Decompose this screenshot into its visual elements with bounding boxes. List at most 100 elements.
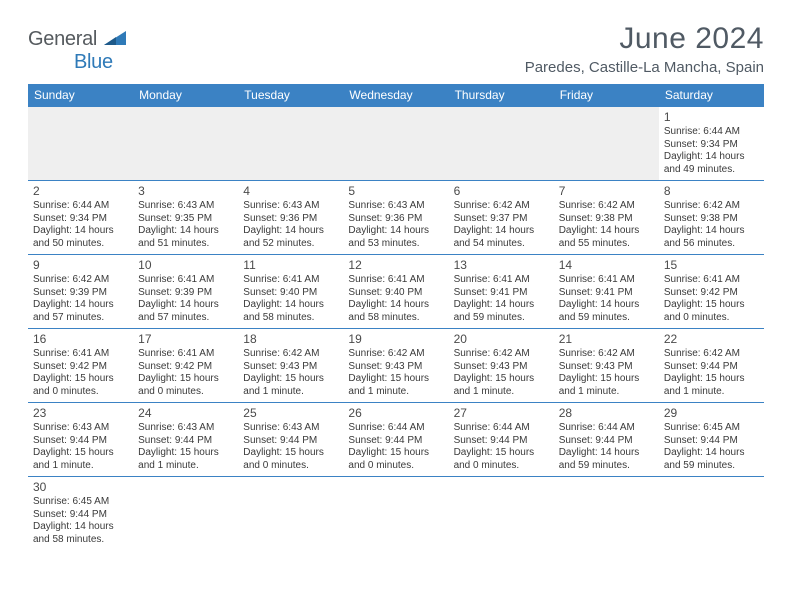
- sunset-text: Sunset: 9:36 PM: [243, 213, 338, 226]
- brand-logo: General Blue: [28, 28, 126, 74]
- calendar-day-cell: 30Sunrise: 6:45 AMSunset: 9:44 PMDayligh…: [28, 477, 133, 551]
- calendar-day-cell: 10Sunrise: 6:41 AMSunset: 9:39 PMDayligh…: [133, 255, 238, 329]
- sunrise-text: Sunrise: 6:44 AM: [559, 422, 654, 435]
- calendar-empty-cell: [133, 477, 238, 551]
- calendar-empty-cell: [343, 107, 448, 181]
- triangle-icon: [104, 31, 126, 45]
- daylight-text: Daylight: 14 hours and 51 minutes.: [138, 225, 233, 250]
- sunrise-text: Sunrise: 6:43 AM: [348, 200, 443, 213]
- day-number: 8: [664, 184, 759, 199]
- sunset-text: Sunset: 9:41 PM: [454, 287, 549, 300]
- sunset-text: Sunset: 9:43 PM: [243, 361, 338, 374]
- sunrise-text: Sunrise: 6:44 AM: [454, 422, 549, 435]
- sunrise-text: Sunrise: 6:44 AM: [33, 200, 128, 213]
- day-number: 6: [454, 184, 549, 199]
- sunset-text: Sunset: 9:44 PM: [243, 435, 338, 448]
- calendar-empty-cell: [28, 107, 133, 181]
- calendar-day-cell: 5Sunrise: 6:43 AMSunset: 9:36 PMDaylight…: [343, 181, 448, 255]
- calendar-header-row: Sunday Monday Tuesday Wednesday Thursday…: [28, 84, 764, 107]
- day-number: 5: [348, 184, 443, 199]
- calendar-day-cell: 6Sunrise: 6:42 AMSunset: 9:37 PMDaylight…: [449, 181, 554, 255]
- calendar-day-cell: 29Sunrise: 6:45 AMSunset: 9:44 PMDayligh…: [659, 403, 764, 477]
- sunrise-text: Sunrise: 6:42 AM: [33, 274, 128, 287]
- daylight-text: Daylight: 14 hours and 55 minutes.: [559, 225, 654, 250]
- day-number: 19: [348, 332, 443, 347]
- brand-text-2: Blue: [74, 51, 113, 73]
- sunrise-text: Sunrise: 6:44 AM: [664, 126, 759, 139]
- sunrise-text: Sunrise: 6:43 AM: [243, 422, 338, 435]
- calendar-empty-cell: [449, 477, 554, 551]
- calendar-day-cell: 17Sunrise: 6:41 AMSunset: 9:42 PMDayligh…: [133, 329, 238, 403]
- calendar-day-cell: 8Sunrise: 6:42 AMSunset: 9:38 PMDaylight…: [659, 181, 764, 255]
- calendar-empty-cell: [554, 477, 659, 551]
- daylight-text: Daylight: 14 hours and 49 minutes.: [664, 151, 759, 176]
- daylight-text: Daylight: 14 hours and 58 minutes.: [33, 521, 128, 546]
- day-number: 18: [243, 332, 338, 347]
- sunset-text: Sunset: 9:37 PM: [454, 213, 549, 226]
- daylight-text: Daylight: 15 hours and 1 minute.: [33, 447, 128, 472]
- calendar-day-cell: 12Sunrise: 6:41 AMSunset: 9:40 PMDayligh…: [343, 255, 448, 329]
- daylight-text: Daylight: 14 hours and 58 minutes.: [348, 299, 443, 324]
- sunrise-text: Sunrise: 6:41 AM: [138, 348, 233, 361]
- brand-text-1: General: [28, 28, 97, 50]
- calendar-empty-cell: [133, 107, 238, 181]
- day-number: 1: [664, 110, 759, 125]
- day-number: 25: [243, 406, 338, 421]
- calendar-empty-cell: [343, 477, 448, 551]
- sunrise-text: Sunrise: 6:41 AM: [33, 348, 128, 361]
- sunset-text: Sunset: 9:39 PM: [33, 287, 128, 300]
- sunset-text: Sunset: 9:44 PM: [33, 435, 128, 448]
- day-number: 3: [138, 184, 233, 199]
- sunrise-text: Sunrise: 6:42 AM: [664, 348, 759, 361]
- sunset-text: Sunset: 9:44 PM: [664, 361, 759, 374]
- calendar-week-row: 9Sunrise: 6:42 AMSunset: 9:39 PMDaylight…: [28, 255, 764, 329]
- calendar-day-cell: 15Sunrise: 6:41 AMSunset: 9:42 PMDayligh…: [659, 255, 764, 329]
- day-number: 11: [243, 258, 338, 273]
- sunset-text: Sunset: 9:40 PM: [243, 287, 338, 300]
- daylight-text: Daylight: 14 hours and 52 minutes.: [243, 225, 338, 250]
- sunset-text: Sunset: 9:44 PM: [33, 509, 128, 522]
- day-number: 16: [33, 332, 128, 347]
- day-number: 17: [138, 332, 233, 347]
- day-number: 12: [348, 258, 443, 273]
- sunset-text: Sunset: 9:38 PM: [559, 213, 654, 226]
- sunrise-text: Sunrise: 6:41 AM: [559, 274, 654, 287]
- daylight-text: Daylight: 15 hours and 0 minutes.: [243, 447, 338, 472]
- calendar-day-cell: 14Sunrise: 6:41 AMSunset: 9:41 PMDayligh…: [554, 255, 659, 329]
- sunset-text: Sunset: 9:40 PM: [348, 287, 443, 300]
- calendar-day-cell: 4Sunrise: 6:43 AMSunset: 9:36 PMDaylight…: [238, 181, 343, 255]
- dayname-wed: Wednesday: [343, 84, 448, 107]
- daylight-text: Daylight: 14 hours and 58 minutes.: [243, 299, 338, 324]
- calendar-day-cell: 16Sunrise: 6:41 AMSunset: 9:42 PMDayligh…: [28, 329, 133, 403]
- sunrise-text: Sunrise: 6:42 AM: [454, 348, 549, 361]
- calendar-day-cell: 7Sunrise: 6:42 AMSunset: 9:38 PMDaylight…: [554, 181, 659, 255]
- calendar-week-row: 2Sunrise: 6:44 AMSunset: 9:34 PMDaylight…: [28, 181, 764, 255]
- calendar-week-row: 1Sunrise: 6:44 AMSunset: 9:34 PMDaylight…: [28, 107, 764, 181]
- sunset-text: Sunset: 9:42 PM: [664, 287, 759, 300]
- page-title: June 2024: [525, 22, 764, 56]
- calendar-day-cell: 27Sunrise: 6:44 AMSunset: 9:44 PMDayligh…: [449, 403, 554, 477]
- sunset-text: Sunset: 9:44 PM: [138, 435, 233, 448]
- day-number: 23: [33, 406, 128, 421]
- calendar-day-cell: 18Sunrise: 6:42 AMSunset: 9:43 PMDayligh…: [238, 329, 343, 403]
- sunrise-text: Sunrise: 6:43 AM: [138, 422, 233, 435]
- sunrise-text: Sunrise: 6:42 AM: [348, 348, 443, 361]
- dayname-sat: Saturday: [659, 84, 764, 107]
- daylight-text: Daylight: 15 hours and 1 minute.: [348, 373, 443, 398]
- sunrise-text: Sunrise: 6:43 AM: [138, 200, 233, 213]
- calendar-week-row: 23Sunrise: 6:43 AMSunset: 9:44 PMDayligh…: [28, 403, 764, 477]
- sunset-text: Sunset: 9:39 PM: [138, 287, 233, 300]
- calendar-day-cell: 20Sunrise: 6:42 AMSunset: 9:43 PMDayligh…: [449, 329, 554, 403]
- calendar-day-cell: 1Sunrise: 6:44 AMSunset: 9:34 PMDaylight…: [659, 107, 764, 181]
- sunset-text: Sunset: 9:34 PM: [664, 139, 759, 152]
- sunrise-text: Sunrise: 6:42 AM: [454, 200, 549, 213]
- day-number: 29: [664, 406, 759, 421]
- calendar-week-row: 30Sunrise: 6:45 AMSunset: 9:44 PMDayligh…: [28, 477, 764, 551]
- day-number: 24: [138, 406, 233, 421]
- calendar-day-cell: 19Sunrise: 6:42 AMSunset: 9:43 PMDayligh…: [343, 329, 448, 403]
- daylight-text: Daylight: 15 hours and 0 minutes.: [664, 299, 759, 324]
- sunset-text: Sunset: 9:41 PM: [559, 287, 654, 300]
- daylight-text: Daylight: 14 hours and 59 minutes.: [559, 299, 654, 324]
- day-number: 7: [559, 184, 654, 199]
- sunset-text: Sunset: 9:42 PM: [138, 361, 233, 374]
